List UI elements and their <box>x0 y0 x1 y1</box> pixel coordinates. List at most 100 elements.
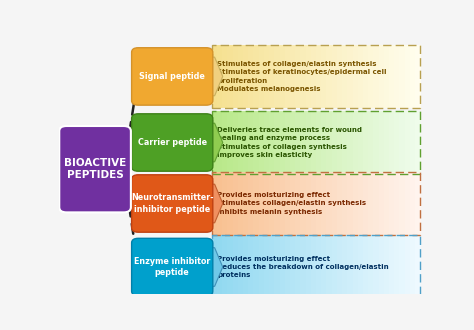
Bar <box>332 45 337 108</box>
Text: Signal peptide: Signal peptide <box>139 72 205 81</box>
Bar <box>290 172 295 235</box>
Polygon shape <box>206 57 223 96</box>
Bar <box>368 45 374 108</box>
Bar <box>327 235 332 299</box>
Bar <box>301 235 306 299</box>
Bar <box>384 172 390 235</box>
Bar <box>327 111 332 174</box>
Bar <box>405 235 410 299</box>
Bar <box>363 111 369 174</box>
Bar <box>254 172 259 235</box>
Bar <box>415 235 421 299</box>
Bar <box>228 45 233 108</box>
Bar <box>285 45 290 108</box>
Bar <box>358 235 364 299</box>
Bar <box>217 172 222 235</box>
Polygon shape <box>206 123 223 162</box>
Bar <box>337 111 343 174</box>
Bar <box>353 45 358 108</box>
Bar <box>389 111 395 174</box>
Bar <box>306 235 311 299</box>
Bar <box>264 45 269 108</box>
Bar <box>243 172 248 235</box>
Bar <box>264 235 269 299</box>
Bar <box>342 111 348 174</box>
Text: Provides moisturizing effect
Reduces the breakdown of collagen/elastin
proteins: Provides moisturizing effect Reduces the… <box>217 256 389 278</box>
Bar <box>259 172 264 235</box>
Bar <box>306 45 311 108</box>
Bar <box>290 45 295 108</box>
Bar <box>374 172 379 235</box>
Bar <box>248 172 254 235</box>
Bar <box>321 172 327 235</box>
Bar <box>233 111 238 174</box>
Bar <box>212 45 217 108</box>
Bar <box>222 235 228 299</box>
Bar <box>321 111 327 174</box>
Bar <box>394 172 400 235</box>
Bar <box>342 45 348 108</box>
Bar <box>347 45 353 108</box>
Bar <box>295 111 301 174</box>
Bar <box>363 172 369 235</box>
Bar <box>222 172 228 235</box>
Bar <box>415 45 421 108</box>
Bar <box>347 111 353 174</box>
Bar <box>228 235 233 299</box>
Bar <box>285 111 290 174</box>
Bar <box>358 172 364 235</box>
Bar <box>280 111 285 174</box>
Bar <box>295 172 301 235</box>
Text: Provides moisturizing effect
Stimulates collagen/elastin synthesis
Inhibits mela: Provides moisturizing effect Stimulates … <box>217 192 366 215</box>
Bar <box>248 45 254 108</box>
Bar <box>280 235 285 299</box>
Bar <box>269 111 274 174</box>
Bar <box>394 111 400 174</box>
Bar <box>363 45 369 108</box>
Bar <box>259 111 264 174</box>
Bar <box>400 172 405 235</box>
Bar <box>316 172 322 235</box>
Bar <box>405 172 410 235</box>
Bar <box>254 45 259 108</box>
Bar <box>212 172 217 235</box>
Bar <box>311 235 316 299</box>
Bar <box>379 235 384 299</box>
Bar <box>415 172 421 235</box>
Bar <box>353 111 358 174</box>
Text: BIOACTIVE
PEPTIDES: BIOACTIVE PEPTIDES <box>64 158 126 180</box>
Bar <box>254 111 259 174</box>
Bar <box>238 111 243 174</box>
Bar <box>301 172 306 235</box>
Bar <box>368 235 374 299</box>
Bar <box>316 111 322 174</box>
Bar <box>306 172 311 235</box>
Bar <box>243 235 248 299</box>
Text: Carrier peptide: Carrier peptide <box>137 138 207 147</box>
Bar <box>358 111 364 174</box>
Bar <box>222 111 228 174</box>
Bar <box>222 45 228 108</box>
Bar <box>217 45 222 108</box>
Bar <box>238 172 243 235</box>
Bar <box>337 45 343 108</box>
Bar <box>285 172 290 235</box>
Bar <box>269 45 274 108</box>
Bar <box>316 45 322 108</box>
Bar <box>264 172 269 235</box>
Bar <box>332 235 337 299</box>
Bar <box>233 172 238 235</box>
Bar <box>374 235 379 299</box>
Bar <box>217 235 222 299</box>
Bar <box>290 111 295 174</box>
Bar <box>379 111 384 174</box>
Bar <box>342 172 348 235</box>
Bar <box>248 111 254 174</box>
Bar <box>405 111 410 174</box>
Bar <box>384 45 390 108</box>
Bar <box>243 45 248 108</box>
Text: Deliveries trace elements for wound
healing and enzyme process
Stimulates of col: Deliveries trace elements for wound heal… <box>217 127 362 158</box>
Bar <box>337 172 343 235</box>
Bar <box>374 111 379 174</box>
Bar <box>405 45 410 108</box>
